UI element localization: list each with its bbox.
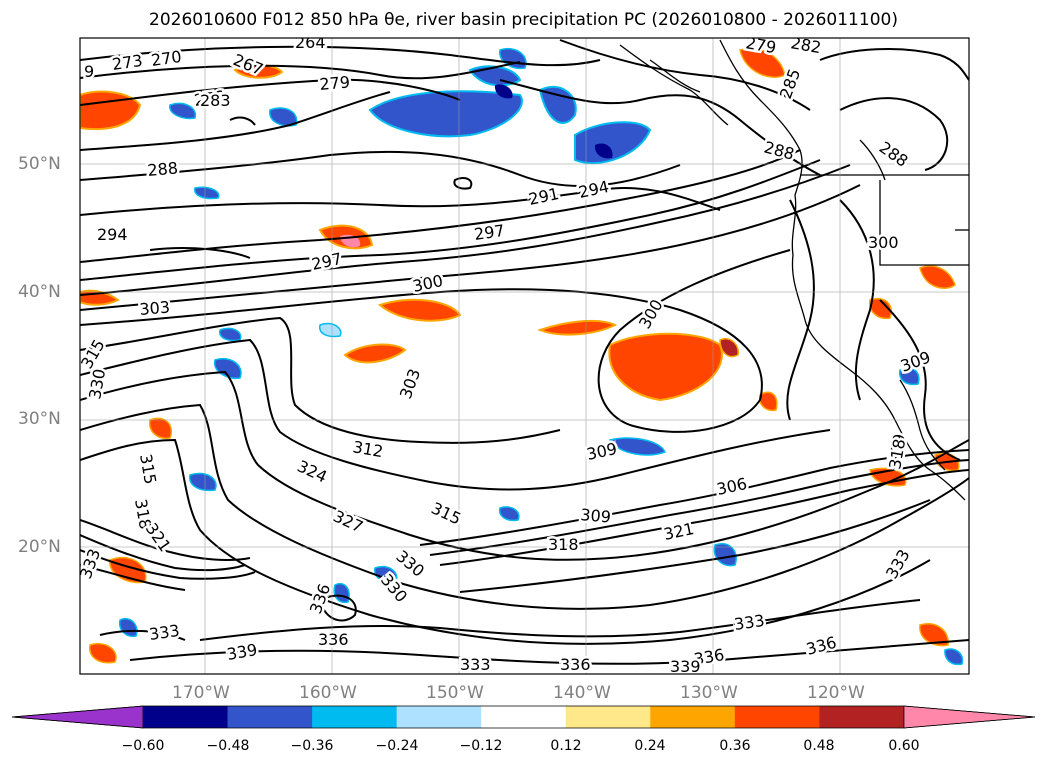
contour-label: 336 [318,630,349,649]
contour-label-halo: 339 [670,657,701,676]
contour-label: 297 [473,221,506,244]
lat-label-30n: 30°N [18,409,61,429]
colorbar-outline [11,705,1036,729]
contour-label: 282 [789,33,822,57]
colorbar-tick: 0.60 [888,738,920,754]
lat-label-20n: 20°N [18,537,61,557]
colorbar-bin [819,706,905,728]
map-frame [79,37,970,675]
contour-label: 339 [670,657,701,676]
colorbar-bin [396,706,482,728]
contour-label: 336 [560,655,591,674]
contour-label-halo: 279 [319,72,351,94]
lon-label-120w: 120°W [807,683,865,703]
colorbar-tick: −0.48 [206,738,250,754]
colorbar-bin [565,706,651,728]
contour-label: 288 [147,158,179,180]
contour-label-halo: 264 [295,33,326,52]
colorbar-bin [650,706,736,728]
colorbar-bin [143,706,229,728]
contour-label: 300 [868,233,899,252]
contour-label: 279 [319,72,351,94]
contour-label: 309 [580,505,612,527]
colorbar-tick: −0.36 [290,738,334,754]
contour-label-halo: 9 [84,62,94,81]
contour-label-halo: 330 [85,367,109,400]
lat-label-40n: 40°N [18,282,61,302]
colorbar-tick: −0.12 [459,738,503,754]
contour-label: 318 [548,535,579,554]
lon-label-170w: 170°W [172,683,230,703]
contour-label: 279 [744,33,777,57]
colorbar [11,705,1036,729]
coastline [619,39,969,501]
contour-label-halo: 300 [868,233,899,252]
contour-label: 333 [733,611,766,634]
contour-label: 273 [111,51,144,74]
contour-label: 333 [460,655,491,674]
colorbar-tick: 0.36 [719,738,751,754]
contour-label-halo: 333 [148,621,181,644]
contour-label-halo: 336 [560,655,591,674]
contour-label-halo: 309 [580,505,612,527]
contour-label-halo: 318 [548,535,579,554]
contour-label: 264 [295,33,326,52]
graticule [80,38,969,674]
contour-label: 294 [97,225,128,244]
contour-label-halo: 283 [200,91,231,110]
chart-title: 2026010600 F012 850 hPa θe, river basin … [149,10,898,30]
colorbar-bin [312,706,398,728]
contour-label-halo: 288 [147,158,179,180]
lon-label-160w: 160°W [299,683,357,703]
contour-label: 283 [200,91,231,110]
contour-label: 333 [148,621,181,644]
contour-label: 276 [193,87,226,110]
colorbar-tick: 0.24 [634,738,666,754]
colorbar-bin [227,706,313,728]
contour-label-halo: 336 [318,630,349,649]
colorbar-bin [734,706,820,728]
colorbar-tick: 0.12 [550,738,582,754]
contour-label: 9 [84,62,94,81]
contour-label-halo: 270 [150,47,183,70]
theta-e-contours [80,39,969,665]
colorbar-bin [481,706,567,728]
lon-label-130w: 130°W [680,683,738,703]
colorbar-extend-high [903,705,1036,729]
colorbar-tick: −0.24 [375,738,419,754]
lon-label-150w: 150°W [426,683,484,703]
lon-label-140w: 140°W [553,683,611,703]
lat-label-50n: 50°N [18,154,61,174]
contour-label: 270 [150,47,183,70]
contour-label-halo: 294 [97,225,128,244]
contour-label-halo: 297 [473,221,506,244]
colorbar-extend-low [11,705,144,729]
contour-label-halo: 333 [460,655,491,674]
colorbar-tick: −0.60 [121,738,165,754]
colorbar-tick: 0.48 [803,738,835,754]
contour-label: 303 [139,297,171,319]
